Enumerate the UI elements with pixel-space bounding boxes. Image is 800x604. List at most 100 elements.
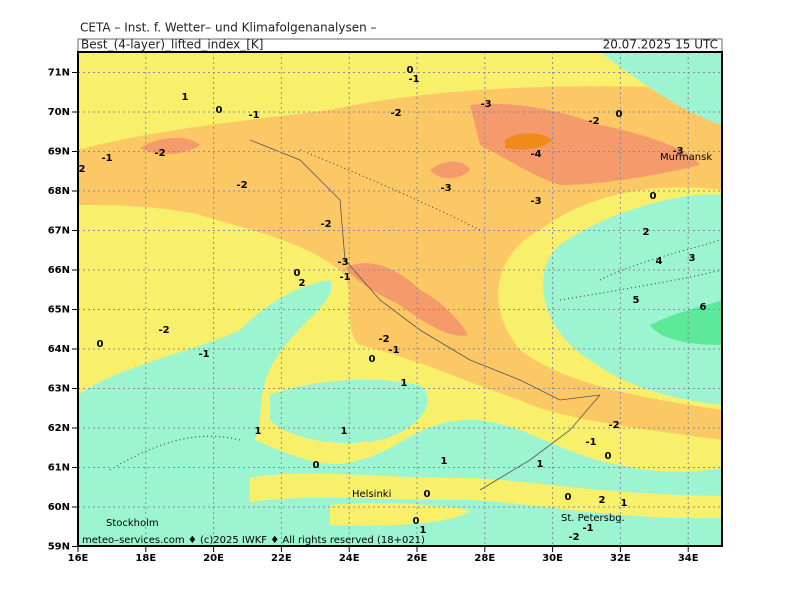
region-orange [505,133,552,150]
contour-label: -1 [582,523,593,534]
contour-label: 1 [182,92,189,103]
contour-label: 0 [369,354,376,365]
region-green [650,300,722,345]
lat-label: 64N [48,344,70,355]
contour-label: 0 [424,489,431,500]
lon-label: 16E [68,553,89,564]
lat-label: 63N [48,384,70,395]
contour-label: -3 [440,183,451,194]
contour-label: 6 [700,302,707,313]
lat-label: 67N [48,226,70,237]
contour-label: 1 [255,426,262,437]
region-aqua [543,194,722,405]
place-label: Murmansk [660,152,712,163]
lat-label: 66N [48,265,70,276]
contour-label: -1 [339,272,350,283]
lat-label: 68N [48,186,70,197]
contour-label: 0 [616,109,623,120]
lat-label: 65N [48,305,70,316]
contour-label: -2 [378,334,389,345]
field-title: Best_(4-layer)_lifted_index_[K] [81,38,263,52]
contour-label: 1 [537,459,544,470]
contour-label: -4 [530,149,541,160]
contour-label: -1 [408,74,419,85]
contour-label: 1 [441,456,448,467]
lon-label: 24E [339,553,360,564]
place-label: St. Petersbg. [561,513,625,524]
region-aqua [78,280,722,546]
contour-label: 0 [216,105,223,116]
contour-label: 1 [420,525,427,536]
region-aqua [270,379,428,444]
lat-label: 59N [48,542,70,553]
lon-label: 26E [407,553,428,564]
contour-label: 1 [401,378,408,389]
lon-label: 28E [474,553,495,564]
lat-label: 69N [48,147,70,158]
contour-label: 0 [413,516,420,527]
place-label: Helsinki [352,489,391,500]
contour-label: 0 [313,460,320,471]
lon-label: 30E [542,553,563,564]
contour-label: -3 [337,257,348,268]
contour-label: -3 [480,99,491,110]
lon-label: 18E [135,553,156,564]
contour-label: -2 [588,116,599,127]
contour-label: -1 [388,345,399,356]
contour-label: -2 [236,180,247,191]
border-line [249,139,601,491]
place-label: Stockholm [106,518,159,529]
footer: meteo–services.com ♦ (c)2025 IWKF ♦ All … [82,535,425,546]
contour-label: -3 [530,196,541,207]
contour-label: -3 [672,146,683,157]
region-salmon [430,161,470,179]
contour-line [109,149,722,471]
contour-label: 5 [633,295,640,306]
contour-label: -1 [198,349,209,360]
axes: 71N70N69N68N67N66N65N64N63N62N61N60N59N1… [48,68,699,565]
lon-label: 20E [203,553,224,564]
contour-label: -2 [320,219,331,230]
contour-label: -1 [101,153,112,164]
contour-label: 2 [599,495,606,506]
region-salmon [345,263,468,336]
contour-label: 3 [689,253,696,264]
contour-label: 0 [565,492,572,503]
contour-label: 0 [407,65,414,76]
contour-label: -2 [158,325,169,336]
contour-label: 0 [605,451,612,462]
lat-label: 70N [48,107,70,118]
region-yellow [330,502,470,526]
contour-label: 2 [299,278,306,289]
contour-label: 2 [79,164,86,175]
lat-label: 71N [48,68,70,79]
contour-label: 4 [656,256,663,267]
lat-label: 60N [48,502,70,513]
contour-label: 0 [97,339,104,350]
contour-label: -2 [154,148,165,159]
region-salmon [470,103,700,185]
contour-label: 0 [294,268,301,279]
source-title: CETA – Inst. f. Wetter– und Klimafolgena… [80,21,377,35]
contour-label: -2 [568,532,579,543]
contour-label: -2 [608,420,619,431]
lat-label: 62N [48,423,70,434]
lon-label: 22E [271,553,292,564]
contour-label: -2 [390,108,401,119]
region-aqua [600,52,722,125]
lat-label: 61N [48,463,70,474]
map-frame [77,51,723,547]
contour-label: -1 [585,437,596,448]
contour-label: 0 [650,191,657,202]
contour-label: 1 [621,498,628,509]
lon-label: 34E [678,553,699,564]
region-salmon [140,137,200,155]
contour-label: 2 [643,227,650,238]
contour-label: -1 [248,110,259,121]
lon-label: 32E [610,553,631,564]
contour-label: 1 [341,426,348,437]
valid-time: 20.07.2025 15 UTC [603,38,718,52]
